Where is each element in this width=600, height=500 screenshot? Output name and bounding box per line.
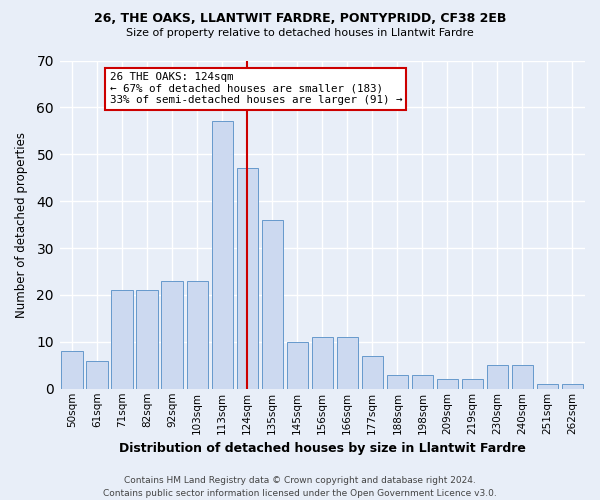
Bar <box>136 290 158 389</box>
Bar <box>437 380 458 389</box>
Bar <box>86 360 107 389</box>
Text: 26, THE OAKS, LLANTWIT FARDRE, PONTYPRIDD, CF38 2EB: 26, THE OAKS, LLANTWIT FARDRE, PONTYPRID… <box>94 12 506 26</box>
Bar <box>562 384 583 389</box>
Bar <box>236 168 258 389</box>
Bar <box>212 122 233 389</box>
Text: Contains HM Land Registry data © Crown copyright and database right 2024.
Contai: Contains HM Land Registry data © Crown c… <box>103 476 497 498</box>
Bar <box>412 374 433 389</box>
Y-axis label: Number of detached properties: Number of detached properties <box>15 132 28 318</box>
Bar <box>262 220 283 389</box>
Bar <box>61 351 83 389</box>
Bar <box>487 366 508 389</box>
Text: 26 THE OAKS: 124sqm
← 67% of detached houses are smaller (183)
33% of semi-detac: 26 THE OAKS: 124sqm ← 67% of detached ho… <box>110 72 402 106</box>
Bar <box>311 337 333 389</box>
Bar <box>462 380 483 389</box>
Bar <box>537 384 558 389</box>
X-axis label: Distribution of detached houses by size in Llantwit Fardre: Distribution of detached houses by size … <box>119 442 526 455</box>
Bar <box>187 281 208 389</box>
Bar <box>337 337 358 389</box>
Text: Size of property relative to detached houses in Llantwit Fardre: Size of property relative to detached ho… <box>126 28 474 38</box>
Bar <box>386 374 408 389</box>
Bar <box>161 281 183 389</box>
Bar <box>512 366 533 389</box>
Bar <box>362 356 383 389</box>
Bar <box>287 342 308 389</box>
Bar <box>112 290 133 389</box>
